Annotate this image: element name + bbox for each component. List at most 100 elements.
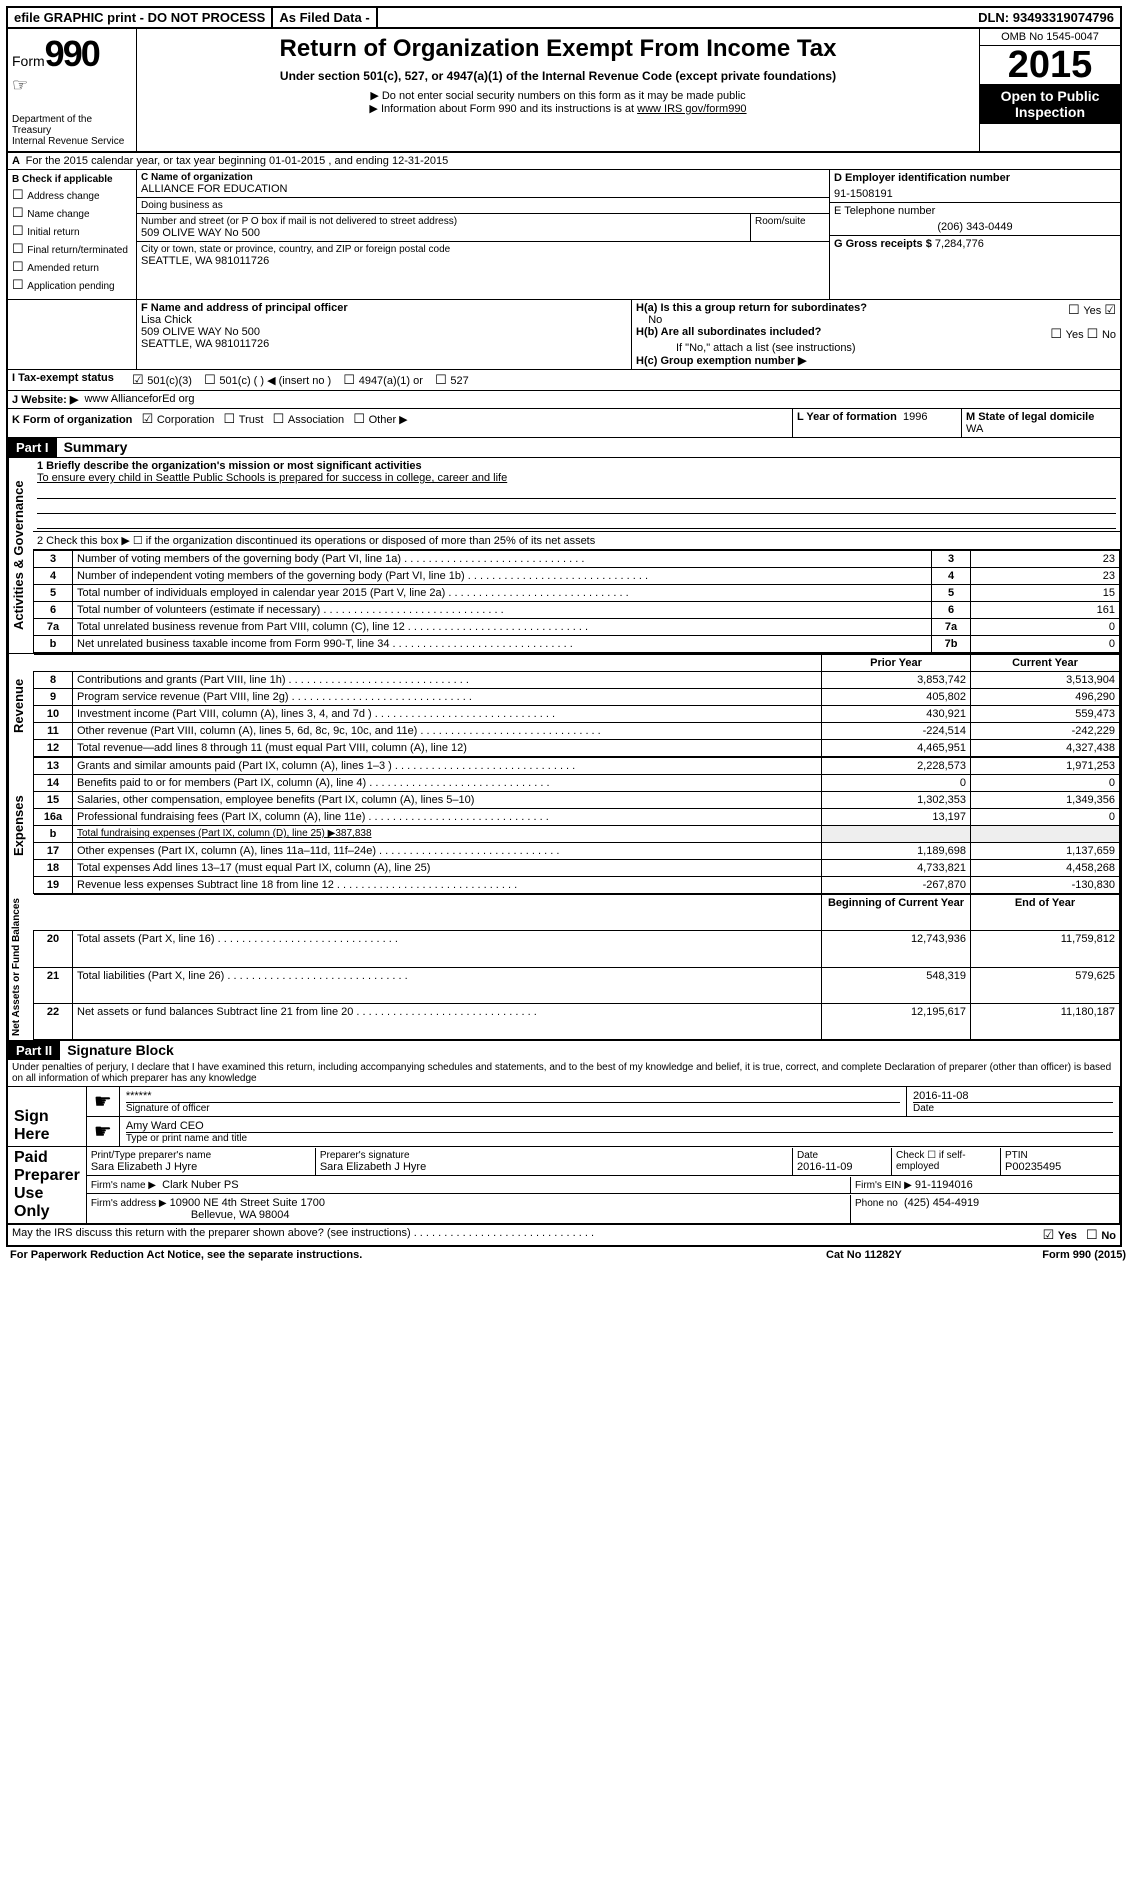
date-label: Date [913, 1102, 1113, 1114]
officer-label: F Name and address of principal officer [141, 302, 627, 314]
k-label: K Form of organization [12, 414, 132, 426]
sign-here-label: Sign Here [8, 1087, 86, 1147]
discuss-row: May the IRS discuss this return with the… [8, 1224, 1120, 1245]
year-block: OMB No 1545-0047 2015 Open to Public Ins… [979, 29, 1120, 151]
lines-3-7: 3Number of voting members of the governi… [33, 550, 1120, 653]
part-ii-badge: Part II [8, 1041, 60, 1060]
form-id-block: Form990 ☞ Department of the Treasury Int… [8, 29, 137, 151]
firm-phone: (425) 454-4919 [904, 1197, 979, 1209]
dln: DLN: 93493319074796 [972, 8, 1120, 27]
chk-name-change[interactable]: Name change [12, 205, 132, 221]
hb-yes-chk[interactable]: Yes [1050, 329, 1086, 341]
street-value: 509 OLIVE WAY No 500 [141, 227, 746, 239]
irs-link[interactable]: www IRS gov/form990 [637, 103, 746, 115]
phone-value: (206) 343-0449 [834, 221, 1116, 233]
officer-name-title: Amy Ward CEO [126, 1120, 1113, 1132]
year-formation: 1996 [903, 411, 927, 423]
pra-notice: For Paperwork Reduction Act Notice, see … [10, 1249, 826, 1261]
ha-no: No [648, 314, 662, 326]
form-number: 990 [45, 33, 99, 74]
chk-address-change[interactable]: Address change [12, 187, 132, 203]
ein-value: 91-1508191 [834, 188, 1116, 200]
form-990-page: efile GRAPHIC print - DO NOT PROCESS As … [6, 6, 1122, 1247]
ha-yes-chk[interactable]: Yes [1068, 305, 1104, 317]
section-b-c-d: B Check if applicable Address change Nam… [8, 170, 1120, 300]
org-name: ALLIANCE FOR EDUCATION [141, 183, 825, 195]
hb-label: H(b) Are all subordinates included? [636, 326, 996, 342]
ptin-value: P00235495 [1005, 1161, 1115, 1173]
dba-label: Doing business as [141, 200, 825, 211]
perjury-statement: Under penalties of perjury, I declare th… [8, 1060, 1120, 1086]
discuss-yes-chk[interactable] [1043, 1230, 1058, 1242]
chk-initial-return[interactable]: Initial return [12, 223, 132, 239]
tax-year: 2015 [980, 46, 1120, 84]
section-f: F Name and address of principal officer … [137, 300, 632, 369]
vlabel-activities: Activities & Governance [8, 458, 33, 653]
prep-name: Sara Elizabeth J Hyre [91, 1161, 311, 1173]
l-label: L Year of formation [797, 411, 897, 423]
chk-association[interactable] [273, 414, 288, 426]
officer-name: Lisa Chick [141, 314, 627, 326]
efile-label: efile GRAPHIC print - DO NOT PROCESS [8, 8, 273, 27]
paid-preparer-label: Paid Preparer Use Only [8, 1147, 86, 1224]
expenses-block: Expenses 13Grants and similar amounts pa… [8, 757, 1120, 894]
vlabel-expenses: Expenses [8, 757, 33, 894]
hb-no-chk[interactable]: No [1087, 329, 1116, 341]
chk-application-pending[interactable]: Application pending [12, 277, 132, 293]
ptin-label: PTIN [1005, 1150, 1115, 1161]
city-value: SEATTLE, WA 981011726 [141, 255, 825, 267]
page-footer: For Paperwork Reduction Act Notice, see … [6, 1247, 1128, 1263]
section-h: H(a) Is this a group return for subordin… [632, 300, 1120, 369]
room-label: Room/suite [755, 216, 825, 227]
mission-text: To ensure every child in Seattle Public … [37, 472, 1116, 484]
cat-no: Cat No 11282Y [826, 1249, 986, 1261]
gross-receipts-value: 7,284,776 [935, 238, 984, 250]
discuss-no-chk[interactable] [1086, 1230, 1101, 1242]
ha-no-chk[interactable] [1104, 305, 1116, 317]
phone-label: E Telephone number [834, 205, 1116, 217]
line-2: 2 Check this box ▶ ☐ if the organization… [33, 532, 1120, 550]
asfiled-label: As Filed Data - [273, 8, 377, 27]
street-label: Number and street (or P O box if mail is… [141, 216, 746, 227]
m-label: M State of legal domicile [966, 411, 1094, 423]
ssn-warning: ▶ Do not enter social security numbers o… [143, 89, 973, 102]
expenses-table: 13Grants and similar amounts paid (Part … [33, 757, 1120, 894]
part-ii-title: Signature Block [63, 1040, 178, 1060]
netassets-block: Net Assets or Fund Balances Beginning of… [8, 894, 1120, 1040]
officer-type-label: Type or print name and title [126, 1132, 1113, 1144]
self-employed-chk[interactable]: Check ☐ if self-employed [892, 1148, 1001, 1175]
prep-date-label: Date [797, 1150, 887, 1161]
section-j: J Website: ▶ www AllianceforEd org [8, 391, 1120, 409]
chk-527[interactable] [435, 375, 450, 387]
line-a: A For the 2015 calendar year, or tax yea… [8, 153, 1120, 170]
form-title: Return of Organization Exempt From Incom… [143, 35, 973, 63]
instructions-link: ▶ Information about Form 990 and its ins… [143, 102, 973, 115]
part-ii-header: Part II Signature Block [8, 1040, 1120, 1060]
form-ref: Form 990 (2015) [986, 1249, 1126, 1261]
chk-trust[interactable] [224, 414, 239, 426]
title-block: Return of Organization Exempt From Incom… [137, 29, 979, 151]
section-i: I Tax-exempt status 501(c)(3) 501(c) ( )… [8, 370, 1120, 391]
chk-501c3[interactable] [132, 375, 147, 387]
mission-label: 1 Briefly describe the organization's mi… [37, 460, 1116, 472]
officer-street: 509 OLIVE WAY No 500 [141, 326, 627, 338]
chk-amended-return[interactable]: Amended return [12, 259, 132, 275]
i-label: I Tax-exempt status [12, 372, 132, 388]
b-label: B Check if applicable [12, 174, 132, 185]
chk-4947[interactable] [343, 375, 358, 387]
officer-signature: ****** [126, 1090, 900, 1102]
section-f-h: F Name and address of principal officer … [8, 300, 1120, 370]
part-i-header: Part I Summary [8, 438, 1120, 458]
prep-sig-label: Preparer's signature [320, 1150, 788, 1161]
chk-corporation[interactable] [142, 414, 157, 426]
firm-addr-label: Firm's address ▶ [91, 1198, 167, 1209]
section-d-e-g: D Employer identification number 91-1508… [830, 170, 1120, 299]
signature-table: Sign Here ☛ ****** Signature of officer … [8, 1086, 1120, 1224]
form-subtitle: Under section 501(c), 527, or 4947(a)(1)… [143, 69, 973, 83]
form-label: Form [12, 53, 45, 69]
part-i-body: Activities & Governance 1 Briefly descri… [8, 458, 1120, 653]
chk-final-return[interactable]: Final return/terminated [12, 241, 132, 257]
netassets-table: Beginning of Current YearEnd of Year 20T… [33, 894, 1120, 1040]
chk-501c[interactable] [204, 375, 219, 387]
chk-other[interactable] [353, 414, 368, 426]
